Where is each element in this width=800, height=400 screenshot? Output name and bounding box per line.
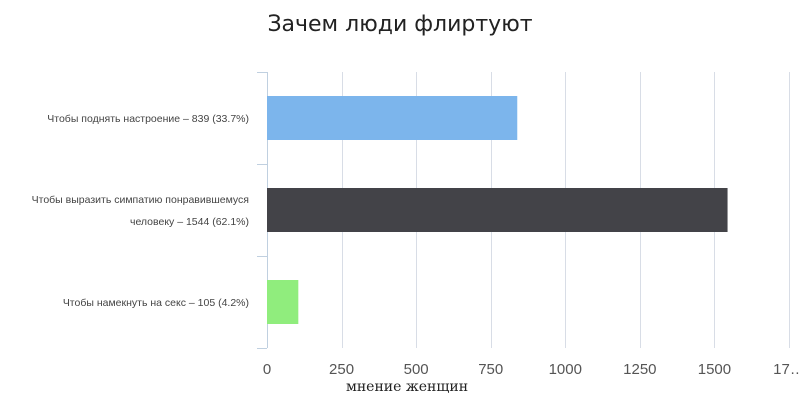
y-axis xyxy=(257,72,268,349)
x-tick-label: 250 xyxy=(329,361,354,378)
bar xyxy=(267,96,518,140)
category-label: человеку – 1544 (62.1%) xyxy=(130,216,249,228)
category-label: Чтобы выразить симпатию понравившемуся xyxy=(32,194,249,206)
bar xyxy=(267,280,299,324)
x-tick-label: 750 xyxy=(478,361,503,378)
category-labels: Чтобы поднять настроение – 839 (33.7%) Чт… xyxy=(32,113,249,309)
x-tick-label: 1000 xyxy=(549,361,582,378)
x-tick-label: 17… xyxy=(773,361,800,378)
x-tick-label: 500 xyxy=(404,361,429,378)
category-label: Чтобы поднять настроение – 839 (33.7%) xyxy=(47,113,249,125)
chart-title: Зачем люди флиртуют xyxy=(267,12,532,37)
x-axis-label: мнение женщин xyxy=(346,379,468,395)
bar xyxy=(267,188,728,232)
x-tick-labels: 0 250 500 750 1000 1250 1500 17… xyxy=(263,361,800,378)
x-tick-label: 1500 xyxy=(698,361,731,378)
x-tick-label: 1250 xyxy=(623,361,656,378)
category-label: Чтобы намекнуть на секс – 105 (4.2%) xyxy=(63,297,249,309)
bars xyxy=(267,96,728,324)
x-tick-label: 0 xyxy=(263,361,271,378)
